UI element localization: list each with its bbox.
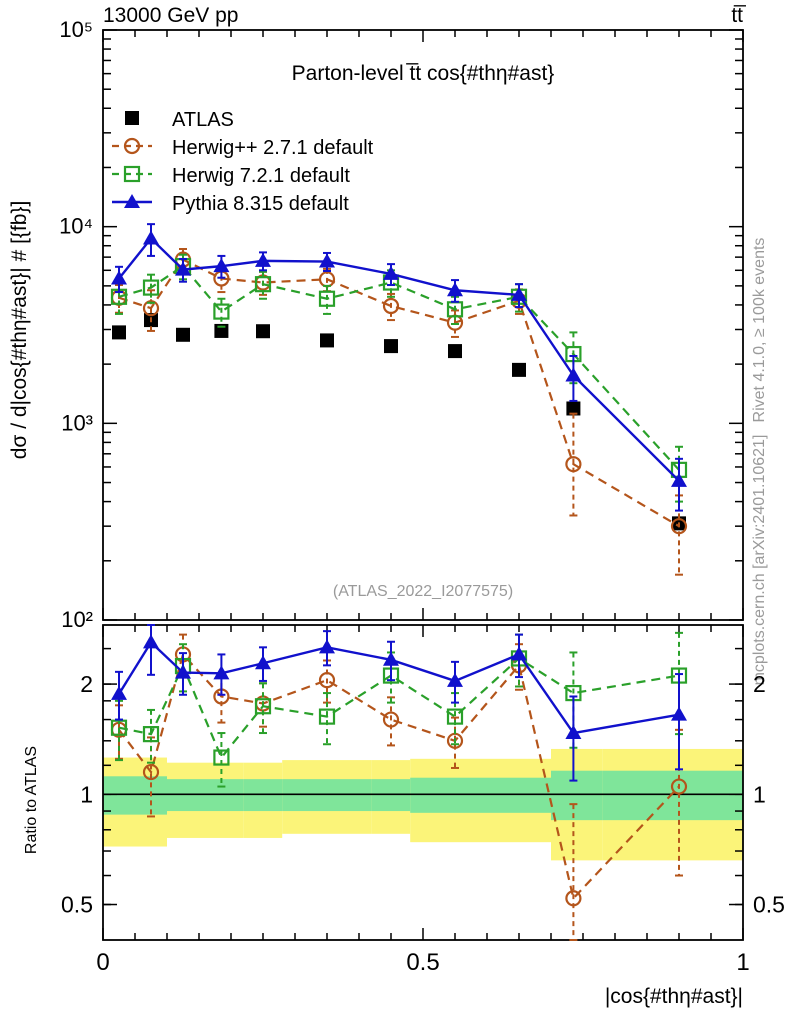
main-marker-herwig++	[565, 456, 582, 473]
main-marker-herwig	[142, 279, 160, 296]
x-tick-label: 0.5	[406, 949, 439, 976]
main-marker-herwig++	[142, 300, 160, 317]
main-marker-herwig	[318, 290, 336, 307]
main-marker-pythia	[319, 253, 335, 268]
ratio-marker-herwig	[213, 749, 230, 766]
ratio-y-tick-label: 2	[80, 671, 93, 697]
rivet-version-label: Rivet 4.1.0, ≥ 100k events	[751, 238, 768, 423]
legend-marker-0	[125, 111, 139, 125]
main-marker-pythia	[383, 265, 399, 280]
main-marker-pythia	[111, 270, 127, 285]
ratio-panel: 2 2 1 1 0.5 0.5 0 0.5 1	[61, 624, 785, 976]
main-marker-pythia	[213, 258, 230, 273]
x-axis-label: |cos{#thη#ast}|	[605, 985, 743, 1008]
main-marker-herwig++	[670, 518, 688, 535]
ratio-marker-pythia	[213, 665, 230, 680]
main-marker-atlas	[176, 327, 190, 342]
main-marker-atlas	[448, 344, 462, 359]
ratio-y-tick-label-right: 2	[753, 671, 766, 697]
main-marker-pythia	[565, 367, 582, 382]
ratio-marker-herwig++	[142, 763, 160, 781]
ratio-marker-pythia	[383, 651, 399, 666]
main-series-line-herwig++	[118, 258, 680, 528]
ratio-marker-pythia	[255, 655, 271, 670]
legend-marker-1	[123, 137, 141, 155]
ratio-series-line-herwig++	[118, 652, 680, 901]
legend-label-1: Herwig++ 2.7.1 default	[172, 137, 374, 159]
x-tick-label: 1	[736, 949, 749, 976]
ratio-marker-pythia	[175, 664, 191, 679]
main-marker-atlas	[384, 339, 398, 354]
ratio-marker-pythia	[671, 706, 687, 721]
main-y-tick-label: 10⁵	[59, 17, 93, 42]
ratio-marker-herwig++	[670, 778, 688, 795]
legend-marker-2	[123, 165, 141, 183]
ratio-y-tick-label: 1	[80, 781, 93, 807]
ratio-y-tick-label-right: 1	[753, 781, 766, 807]
ratio-inner-uncertainty-band	[551, 770, 603, 821]
main-y-tick-label: 10⁴	[59, 214, 93, 239]
x-tick-label: 0	[96, 949, 109, 976]
main-panel-frame	[102, 29, 744, 621]
ratio-inner-uncertainty-band	[410, 777, 487, 813]
main-y-tick-label: 10³	[61, 410, 93, 435]
ratio-series-line-herwig	[118, 657, 680, 760]
ratio-marker-pythia	[447, 672, 463, 687]
main-panel: 10⁵ 10⁴ 10³ 10²	[59, 17, 744, 632]
legend-label-3: Pythia 8.315 default	[172, 193, 349, 215]
legend-label-2: Herwig 7.2.1 default	[172, 165, 350, 187]
legend: ATLAS Herwig++ 2.7.1 default Herwig 7.2.1 …	[112, 109, 374, 215]
main-marker-herwig	[254, 276, 272, 293]
ratio-marker-herwig	[254, 698, 272, 715]
ratio-marker-pythia	[143, 634, 159, 649]
main-marker-atlas	[256, 324, 270, 339]
main-marker-atlas	[320, 333, 334, 348]
main-marker-pythia	[447, 282, 463, 297]
ratio-inner-uncertainty-band	[103, 776, 135, 815]
ratio-y-tick-label: 0.5	[61, 892, 93, 918]
main-marker-pythia	[255, 252, 271, 267]
main-series-line-herwig	[118, 264, 680, 471]
process-label: tt̅	[731, 4, 747, 27]
main-marker-atlas	[512, 362, 526, 377]
main-marker-atlas	[112, 325, 126, 340]
mcplots-source-label: mcplots.cern.ch [arXiv:2401.10621]	[751, 435, 768, 686]
ratio-marker-herwig	[142, 726, 160, 743]
main-marker-pythia	[511, 286, 527, 301]
ratio-marker-herwig++	[382, 711, 400, 728]
ratio-inner-uncertainty-band	[602, 770, 743, 821]
ratio-marker-herwig++	[565, 890, 582, 907]
main-series-line-pythia	[118, 236, 680, 482]
ratio-marker-herwig++	[318, 672, 336, 689]
ratio-marker-pythia	[511, 646, 527, 661]
main-marker-herwig++	[382, 297, 400, 315]
ratio-marker-herwig	[110, 719, 128, 736]
ratio-marker-pythia	[319, 639, 335, 654]
main-marker-atlas	[566, 401, 581, 416]
ratio-y-axis-label: Ratio to ATLAS	[23, 746, 40, 854]
legend-label-0: ATLAS	[172, 109, 234, 131]
main-y-axis-label: dσ / d|cos{#thη#ast}| # [{fb}]	[8, 201, 31, 460]
ratio-marker-pythia	[565, 725, 582, 740]
main-marker-pythia	[143, 230, 159, 245]
main-marker-pythia	[175, 261, 191, 276]
plot-title: Parton-level t̅t cos{#thη#ast}	[292, 62, 555, 85]
main-y-tick-label: 10²	[61, 607, 93, 632]
main-marker-pythia	[671, 472, 687, 487]
ratio-panel-frame	[102, 624, 744, 941]
ratio-marker-pythia	[111, 685, 127, 700]
legend-marker-3	[124, 194, 140, 208]
beam-energy-label: 13000 GeV pp	[103, 4, 238, 27]
ratio-inner-uncertainty-band	[487, 777, 551, 813]
main-marker-herwig	[213, 303, 230, 320]
ratio-marker-herwig	[318, 708, 336, 725]
analysis-watermark: (ATLAS_2022_I2077575)	[333, 583, 513, 600]
ratio-y-tick-label-right: 0.5	[753, 892, 785, 918]
ratio-marker-herwig	[446, 708, 464, 725]
